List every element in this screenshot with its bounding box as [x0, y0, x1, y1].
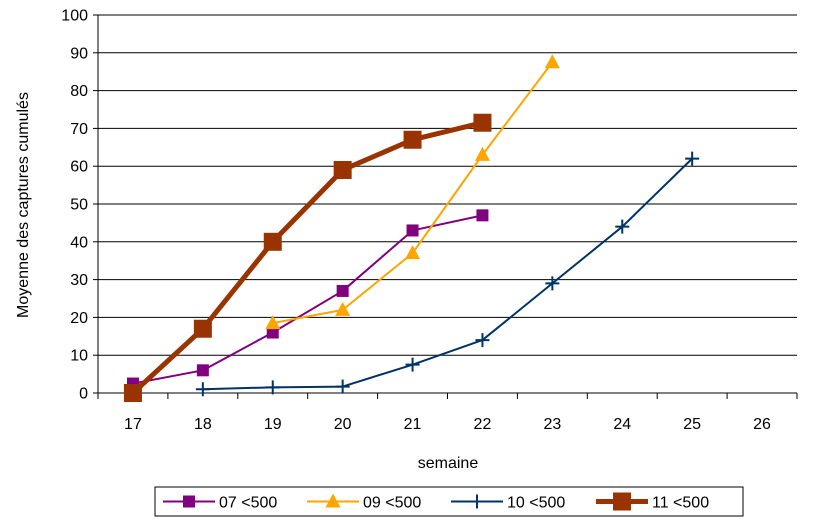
data-point-marker — [123, 384, 142, 402]
data-point-marker — [406, 224, 419, 237]
x-tick-label: 26 — [753, 416, 771, 433]
x-tick-label: 24 — [613, 416, 631, 433]
x-tick-label: 18 — [194, 416, 212, 433]
legend-label: 07 <500 — [219, 495, 277, 512]
x-tick-label: 23 — [543, 416, 561, 433]
data-point-marker — [266, 326, 279, 339]
legend-entry: 09 <500 — [307, 493, 421, 512]
legend-entry: 11 <500 — [596, 492, 709, 512]
x-tick-label: 17 — [124, 416, 142, 433]
y-tick-label: 70 — [70, 121, 88, 138]
series-4 — [123, 113, 492, 402]
y-axis-label: Moyenne des captures cumulés — [15, 92, 32, 318]
data-point-marker — [265, 380, 280, 395]
x-tick-label: 22 — [474, 416, 492, 433]
data-point-marker — [470, 494, 484, 509]
data-point-marker — [263, 232, 282, 251]
data-point-marker — [405, 245, 421, 260]
data-point-marker — [333, 160, 352, 179]
x-tick-label: 20 — [334, 416, 352, 433]
data-point-marker — [403, 130, 422, 149]
series-2 — [265, 54, 560, 330]
data-point-marker — [325, 493, 341, 508]
data-point-marker — [195, 382, 210, 397]
y-tick-label: 80 — [70, 83, 88, 100]
legend-entry: 10 <500 — [451, 494, 565, 512]
series-line — [272, 61, 554, 325]
series-line — [132, 214, 483, 385]
y-tick-label: 20 — [70, 310, 88, 327]
data-point-marker — [336, 284, 349, 297]
legend-entry: 07 <500 — [163, 495, 277, 512]
data-point-marker — [615, 219, 630, 234]
data-point-marker — [475, 333, 490, 348]
y-tick-label: 50 — [70, 197, 88, 214]
series-layer — [123, 54, 700, 402]
data-point-marker — [183, 495, 195, 508]
data-point-marker — [193, 319, 212, 338]
data-point-marker — [335, 301, 351, 316]
series-line — [202, 157, 693, 391]
data-point-marker — [544, 54, 560, 69]
data-point-marker — [685, 151, 700, 166]
data-point-marker — [473, 113, 492, 132]
axes: 0 10 20 30 40 50 60 70 80 90 100 17 18 19 20 21 22 23 24 25… — [61, 8, 798, 433]
x-tick-label: 21 — [404, 416, 422, 433]
data-point-marker — [474, 146, 490, 161]
data-point-marker — [613, 492, 631, 511]
x-axis-label: semaine — [418, 455, 479, 472]
legend: 07 <500 09 <500 10 <500 11 <500 — [154, 486, 744, 517]
y-tick-label: 0 — [79, 386, 88, 403]
series-line — [131, 120, 484, 395]
y-tick-label: 40 — [70, 234, 88, 251]
data-point-marker — [265, 315, 281, 330]
y-tick-label: 100 — [61, 8, 88, 25]
legend-label: 10 <500 — [507, 495, 565, 512]
x-tick-label: 25 — [683, 416, 701, 433]
legend-label: 09 <500 — [363, 495, 421, 512]
data-point-marker — [476, 209, 489, 222]
series-3 — [195, 151, 700, 397]
series-1 — [126, 209, 489, 390]
y-tick-label: 30 — [70, 272, 88, 289]
data-point-marker — [545, 276, 560, 291]
gridlines — [98, 14, 797, 356]
data-point-marker — [405, 357, 420, 372]
y-tick-label: 10 — [70, 348, 88, 365]
y-tick-label: 90 — [70, 45, 88, 62]
x-tick-label: 19 — [264, 416, 282, 433]
legend-label: 11 <500 — [652, 495, 709, 512]
y-tick-label: 60 — [70, 159, 88, 176]
data-point-marker — [196, 364, 209, 377]
data-point-marker — [335, 379, 350, 394]
